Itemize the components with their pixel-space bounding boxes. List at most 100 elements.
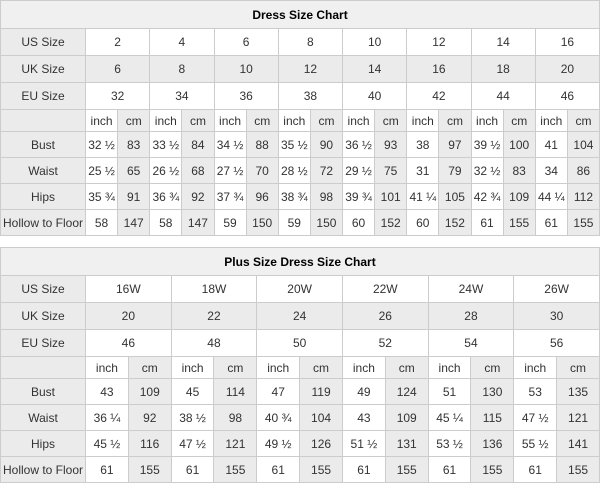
size-row: US Size 16W 18W 20W 22W 24W 26W: [0, 275, 600, 303]
measure-cell-inch: 39 ½: [470, 131, 504, 158]
table-body: Plus Size Dress Size Chart US Size 16W 18W 2…: [0, 247, 600, 483]
size-cell: 32: [84, 82, 151, 110]
measure-cell-inch: 45 ¼: [427, 404, 472, 431]
dress-size-chart-table: Dress Size Chart US Size 2 4 6 8 10 12 14 16 UK Si…: [0, 0, 600, 236]
unit-header-inch: inch: [341, 109, 376, 132]
unit-header-cm: cm: [502, 109, 536, 132]
row-label: EU Size: [0, 82, 86, 110]
measure-cell-cm: 152: [438, 209, 472, 236]
measure-cell-inch: 38 ¾: [277, 183, 311, 210]
measure-cell-cm: 131: [384, 430, 429, 457]
measure-row: Waist 25 ½ 65 26 ½ 68 27 ½ 70 28 ½ 72 29 ½ 75 31 79 3…: [0, 157, 600, 184]
unit-header-inch: inch: [427, 356, 472, 379]
measure-cell-cm: 70: [245, 157, 279, 184]
measure-cell-inch: 33 ½: [149, 131, 183, 158]
unit-header-cm: cm: [438, 109, 472, 132]
size-cell: 8: [277, 28, 344, 56]
size-row: US Size 2 4 6 8 10 12 14 16: [0, 28, 600, 56]
measure-cell-inch: 39 ¾: [341, 183, 376, 210]
size-cell: 6: [213, 28, 279, 56]
size-row: EU Size 46 48 50 52 54 56: [0, 329, 600, 357]
row-label: Hips: [0, 430, 86, 457]
table-title-row: Plus Size Dress Size Chart: [0, 247, 600, 276]
size-cell: 16: [406, 55, 472, 83]
measure-cell-inch: 60: [341, 209, 376, 236]
size-cell: 50: [256, 329, 343, 357]
measure-cell-inch: 32 ½: [470, 157, 504, 184]
measure-cell-inch: 41 ¼: [406, 183, 440, 210]
measure-cell-inch: 25 ½: [84, 157, 119, 184]
measure-cell-inch: 43: [341, 404, 386, 431]
measure-cell-cm: 115: [470, 404, 515, 431]
measure-cell-cm: 119: [299, 378, 343, 405]
table-title: Dress Size Chart: [0, 0, 600, 29]
measure-cell-cm: 96: [245, 183, 279, 210]
measure-cell-inch: 58: [149, 209, 183, 236]
size-cell: 26: [341, 302, 429, 330]
measure-cell-cm: 121: [213, 430, 258, 457]
size-cell: 42: [406, 82, 472, 110]
size-cell: 22: [170, 302, 258, 330]
row-label: EU Size: [0, 329, 86, 357]
measure-cell-cm: 75: [374, 157, 408, 184]
size-cell: 24W: [427, 275, 515, 303]
measure-cell-cm: 104: [299, 404, 343, 431]
measure-cell-cm: 136: [470, 430, 515, 457]
measure-cell-inch: 34: [534, 157, 568, 184]
measure-cell-cm: 155: [566, 209, 600, 236]
size-cell: 18: [470, 55, 536, 83]
size-cell: 40: [341, 82, 408, 110]
measure-cell-cm: 135: [556, 378, 600, 405]
measure-cell-inch: 41: [534, 131, 568, 158]
size-cell: 46: [85, 329, 172, 357]
unit-header-cm: cm: [309, 109, 344, 132]
row-label: Waist: [0, 404, 86, 431]
measure-cell-inch: 42 ¾: [470, 183, 504, 210]
measure-cell-inch: 29 ½: [341, 157, 376, 184]
row-label: Bust: [0, 378, 86, 405]
measure-row: Hollow to Floor 61 155 61 155 61 155 61 155 61 155…: [0, 456, 600, 483]
row-label: US Size: [0, 28, 86, 56]
size-row: EU Size 32 34 36 38 40 42 44 46: [0, 82, 600, 110]
measure-cell-inch: 31: [406, 157, 440, 184]
size-cell: 10: [213, 55, 279, 83]
unit-header-inch: inch: [277, 109, 311, 132]
measure-cell-inch: 58: [84, 209, 119, 236]
row-label: Hollow to Floor: [0, 209, 86, 236]
measure-cell-cm: 68: [181, 157, 215, 184]
measure-row: Bust 32 ½ 83 33 ½ 84 34 ½ 88 35 ½ 90 36 ½ 93 38 97 39…: [0, 131, 600, 158]
measure-cell-cm: 114: [213, 378, 258, 405]
measure-cell-inch: 49 ½: [256, 430, 301, 457]
unit-header-cm: cm: [181, 109, 215, 132]
size-cell: 14: [470, 28, 536, 56]
row-label: Waist: [0, 157, 86, 184]
measure-cell-inch: 27 ½: [213, 157, 247, 184]
size-cell: 18W: [170, 275, 258, 303]
unit-header-cm: cm: [299, 356, 343, 379]
measure-row: Bust 43 109 45 114 47 119 49 124 51 130 53 135: [0, 378, 600, 405]
size-cell: 14: [341, 55, 408, 83]
measure-cell-inch: 43: [85, 378, 129, 405]
measure-cell-cm: 84: [181, 131, 215, 158]
measure-cell-cm: 92: [127, 404, 172, 431]
measure-cell-cm: 152: [374, 209, 408, 236]
size-cell: 16: [534, 28, 600, 56]
measure-cell-inch: 61: [85, 456, 129, 483]
measure-cell-cm: 83: [117, 131, 151, 158]
unit-header-cm: cm: [213, 356, 258, 379]
unit-header-cm: cm: [470, 356, 515, 379]
measure-cell-cm: 92: [181, 183, 215, 210]
measure-cell-cm: 155: [299, 456, 343, 483]
size-cell: 46: [534, 82, 600, 110]
row-label: UK Size: [0, 302, 86, 330]
size-cell: 6: [84, 55, 151, 83]
unit-header-inch: inch: [406, 109, 440, 132]
unit-header-row: inch cm inch cm inch cm inch cm inch cm inch cm inch…: [0, 109, 600, 132]
size-row: UK Size 6 8 10 12 14 16 18 20: [0, 55, 600, 83]
measure-cell-inch: 47 ½: [170, 430, 215, 457]
size-cell: 12: [406, 28, 472, 56]
measure-cell-cm: 91: [117, 183, 151, 210]
size-cell: 4: [149, 28, 215, 56]
size-cell: 12: [277, 55, 344, 83]
measure-cell-inch: 45: [170, 378, 215, 405]
